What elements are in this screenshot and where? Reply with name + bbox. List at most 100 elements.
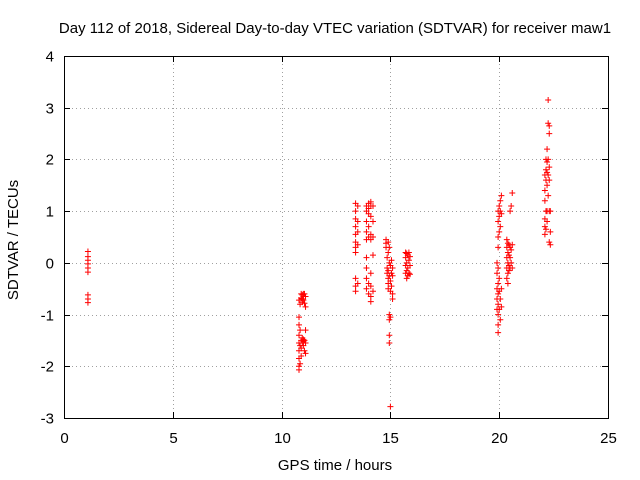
data-point	[544, 146, 551, 153]
data-point	[509, 265, 516, 272]
data-point	[389, 272, 396, 279]
data-point	[496, 202, 503, 209]
x-tick-label: 15	[382, 430, 399, 447]
data-point	[296, 314, 303, 321]
data-point	[495, 321, 502, 328]
data-point	[388, 270, 395, 277]
data-point	[386, 311, 393, 318]
data-point	[354, 202, 361, 209]
data-point	[302, 327, 309, 334]
data-point	[505, 252, 512, 259]
data-point	[297, 327, 304, 334]
data-point	[508, 202, 515, 209]
data-point	[296, 332, 303, 339]
y-tick-label: 4	[46, 49, 54, 66]
data-points	[84, 96, 554, 410]
plot-frame	[64, 56, 609, 419]
data-point	[352, 208, 359, 215]
data-point	[541, 187, 548, 194]
data-point	[367, 213, 374, 220]
data-point	[494, 259, 501, 266]
data-point	[386, 340, 393, 347]
data-point	[497, 208, 504, 215]
data-point	[498, 303, 505, 310]
data-point	[301, 300, 308, 307]
data-point	[367, 293, 374, 300]
data-point	[385, 249, 392, 256]
chart-title: Day 112 of 2018, Sidereal Day-to-day VTE…	[59, 20, 611, 37]
data-point	[302, 340, 309, 347]
data-point	[495, 290, 502, 297]
data-point	[387, 314, 394, 321]
data-point	[363, 265, 370, 272]
data-point	[389, 265, 396, 272]
data-point	[504, 249, 511, 256]
data-point	[498, 192, 505, 199]
data-point	[352, 249, 359, 256]
x-tick-label: 10	[274, 430, 291, 447]
data-point	[385, 267, 392, 274]
data-point	[301, 290, 308, 297]
data-point	[298, 352, 305, 359]
data-point	[504, 280, 511, 287]
y-tick-label: 1	[46, 204, 54, 221]
data-point	[546, 164, 553, 171]
data-point	[363, 285, 370, 292]
data-point	[546, 239, 553, 246]
data-point	[495, 265, 502, 272]
data-point	[369, 234, 376, 240]
data-point	[495, 280, 502, 287]
data-point	[405, 270, 412, 277]
data-point	[507, 254, 514, 261]
data-point	[545, 171, 552, 178]
data-point	[498, 210, 505, 217]
data-point	[497, 296, 504, 303]
data-point	[542, 166, 549, 173]
data-point	[494, 270, 501, 277]
axes: 0 5 10 15 20 25 -3 -2 -1 0 1 2 3 4	[41, 49, 617, 448]
data-point	[84, 299, 91, 306]
data-point	[541, 223, 548, 230]
data-point	[389, 296, 396, 303]
data-point	[363, 218, 370, 225]
data-point	[354, 218, 361, 225]
data-point	[544, 182, 551, 189]
data-point	[302, 303, 309, 310]
data-point	[363, 254, 370, 261]
data-point	[367, 298, 374, 305]
data-point	[495, 329, 502, 336]
data-point	[545, 192, 552, 199]
data-point	[547, 208, 554, 215]
data-point	[369, 202, 376, 209]
data-point	[367, 270, 374, 277]
data-point	[503, 236, 510, 243]
data-point	[541, 231, 548, 238]
data-point	[389, 290, 396, 297]
data-point	[367, 283, 374, 290]
data-point	[495, 234, 502, 240]
data-point	[369, 252, 376, 259]
data-point	[386, 244, 393, 251]
data-point	[365, 223, 372, 230]
data-point	[497, 316, 504, 323]
x-axis-label: GPS time / hours	[278, 457, 392, 474]
data-point	[405, 249, 412, 256]
data-point	[495, 311, 502, 318]
data-point	[385, 239, 392, 246]
data-point	[302, 293, 309, 300]
y-axis-label: SDTVAR / TECUs	[5, 180, 22, 300]
data-point	[354, 241, 361, 248]
data-point	[497, 197, 504, 204]
data-point	[386, 332, 393, 339]
x-tick-label: 20	[491, 430, 508, 447]
data-point	[384, 254, 391, 261]
data-point	[546, 177, 553, 184]
data-point	[388, 257, 395, 264]
data-point	[503, 275, 510, 282]
data-point	[354, 228, 361, 235]
data-point	[496, 228, 503, 235]
data-point	[369, 288, 376, 295]
data-point	[363, 275, 370, 282]
x-tick-label: 0	[60, 430, 68, 447]
data-point	[386, 316, 393, 323]
